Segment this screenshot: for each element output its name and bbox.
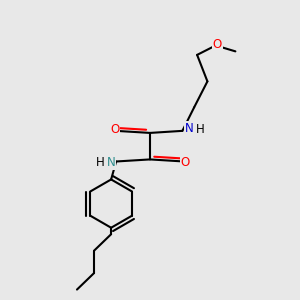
Text: H: H xyxy=(196,123,204,136)
Text: H: H xyxy=(96,157,104,169)
Text: O: O xyxy=(110,123,119,136)
Text: N: N xyxy=(184,122,193,135)
Text: O: O xyxy=(181,157,190,169)
Text: N: N xyxy=(106,157,115,169)
Text: O: O xyxy=(212,38,222,50)
